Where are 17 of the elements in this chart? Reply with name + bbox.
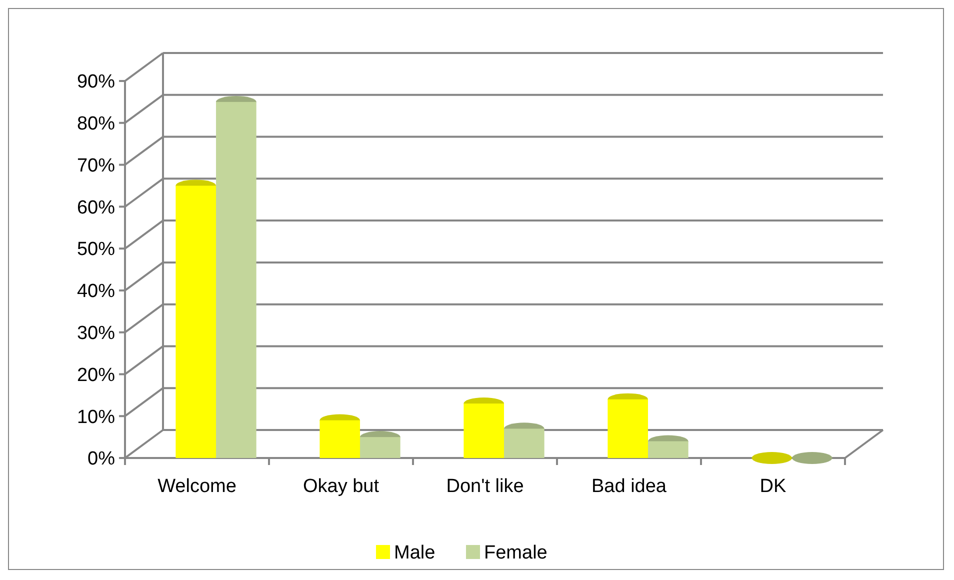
y-tick-label: 60% <box>76 197 116 218</box>
y-tick-label: 20% <box>76 364 116 386</box>
y-tick-label: 80% <box>76 114 116 135</box>
y-tick-label: 0% <box>88 448 116 470</box>
y-tick-label: 10% <box>76 406 116 428</box>
x-tick-label: Bad idea <box>591 476 667 497</box>
x-tick-label: DK <box>760 476 787 497</box>
x-tick-label: Welcome <box>158 476 236 497</box>
y-tick-label: 40% <box>76 281 116 302</box>
legend-label: Male <box>394 542 436 564</box>
x-tick-label: Okay but <box>302 476 380 497</box>
x-tick-label: Don't like <box>446 476 524 497</box>
y-tick-label: 70% <box>76 155 116 176</box>
y-tick-label: 90% <box>76 72 116 93</box>
y-tick-label: 30% <box>76 322 116 344</box>
y-tick-label: 50% <box>76 239 116 260</box>
legend-label: Female <box>484 542 548 564</box>
